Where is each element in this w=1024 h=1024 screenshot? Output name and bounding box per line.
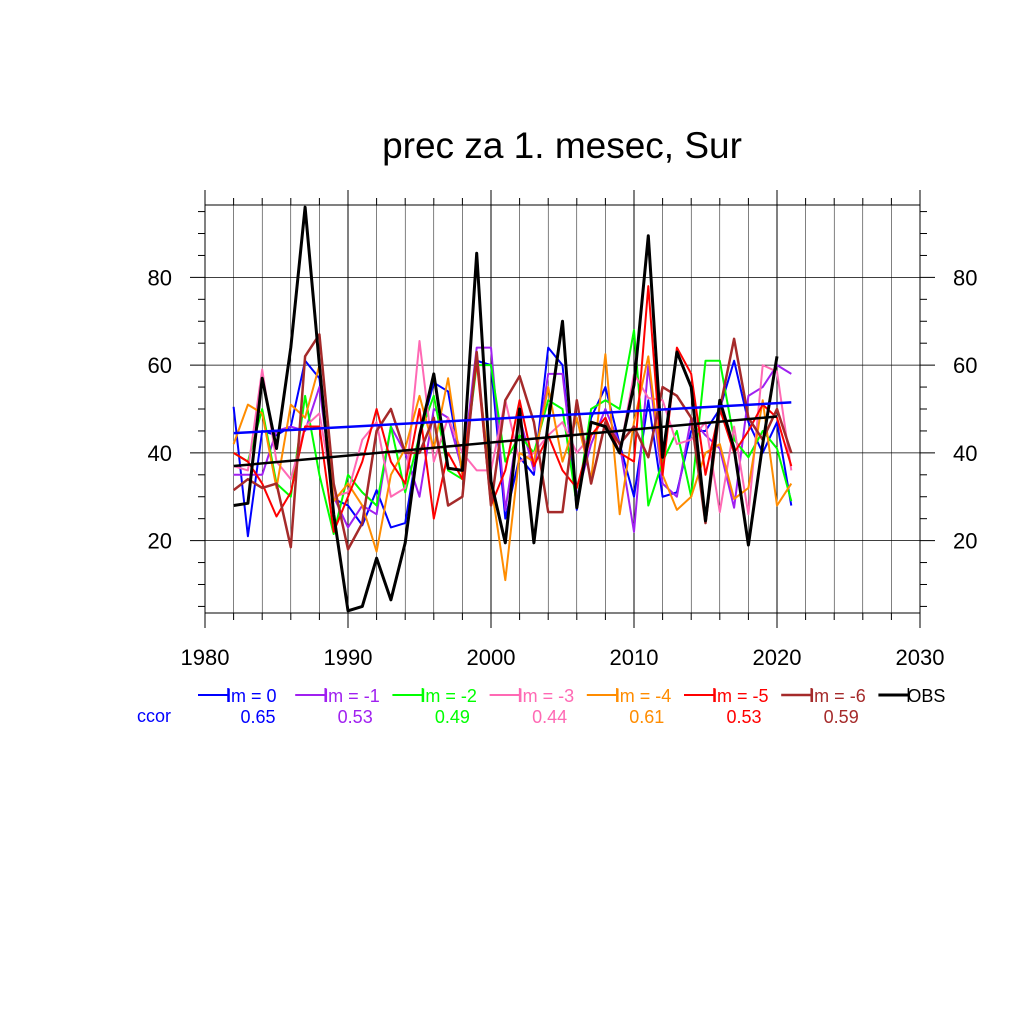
- ccor-label: ccor: [137, 706, 171, 726]
- ccor-value-5: 0.53: [726, 707, 761, 727]
- x-tick-label: 2030: [896, 645, 945, 670]
- y-tick-label-right: 20: [953, 529, 977, 554]
- y-tick-label-left: 20: [148, 529, 172, 554]
- ccor-value-2: 0.49: [435, 707, 470, 727]
- legend-entry-0: lm = 0: [227, 686, 277, 706]
- y-tick-label-right: 80: [953, 265, 977, 290]
- series-line-7: [233, 205, 779, 613]
- ccor-value-6: 0.59: [824, 707, 859, 727]
- legend-entry-6: lm = -6: [810, 686, 866, 706]
- y-tick-label-left: 80: [148, 265, 172, 290]
- y-tick-label-left: 60: [148, 353, 172, 378]
- ccor-value-3: 0.44: [532, 707, 567, 727]
- trend-lines: [233, 401, 792, 468]
- legend-entry-1: lm = -1: [324, 686, 380, 706]
- x-tick-label: 1980: [181, 645, 230, 670]
- series-line-6: [232, 333, 793, 551]
- y-tick-label-left: 40: [148, 441, 172, 466]
- y-tick-label-right: 60: [953, 353, 977, 378]
- legend-entry-2: lm = -2: [421, 686, 477, 706]
- legend-entry-3: lm = -3: [519, 686, 575, 706]
- ccor-value-1: 0.53: [338, 707, 373, 727]
- series-lines: [232, 205, 793, 613]
- chart-title: prec za 1. mesec, Sur: [382, 125, 742, 166]
- x-tick-label: 1990: [324, 645, 373, 670]
- trend-line-1: [233, 415, 778, 468]
- x-tick-label: 2020: [753, 645, 802, 670]
- legend-entry-4: lm = -4: [616, 686, 672, 706]
- ccor-value-4: 0.61: [629, 707, 664, 727]
- legend-entry-7: OBS: [907, 686, 945, 706]
- legend-entry-5: lm = -5: [713, 686, 769, 706]
- x-tick-label: 2000: [467, 645, 516, 670]
- trend-line-0: [233, 401, 792, 435]
- x-tick-label: 2010: [610, 645, 659, 670]
- ccor-value-0: 0.65: [240, 707, 275, 727]
- y-tick-label-right: 40: [953, 441, 977, 466]
